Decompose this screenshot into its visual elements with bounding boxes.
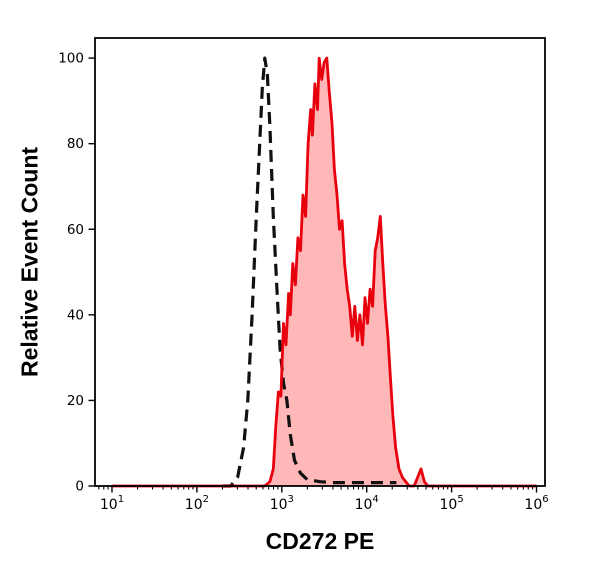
- series-group: [112, 56, 537, 488]
- y-tick-label: 40: [67, 307, 84, 323]
- y-tick-label: 0: [75, 479, 84, 495]
- plot-frame: [94, 37, 546, 487]
- x-axis-label: CD272 PE: [265, 528, 375, 554]
- y-tick-label: 20: [67, 393, 84, 409]
- x-tick-label: 106: [524, 494, 548, 513]
- stained-histogram-outline: [112, 56, 537, 488]
- x-tick-label: 104: [355, 494, 379, 513]
- x-axis-ticks: 101 102 103 104 105 106: [98, 486, 549, 513]
- x-tick-label: 105: [440, 494, 464, 513]
- y-axis-label: Relative Event Count: [16, 146, 43, 378]
- x-tick-label: 101: [100, 494, 124, 513]
- stained-histogram-fill: [112, 58, 537, 486]
- control-histogram-dashed-line: [222, 56, 397, 488]
- y-tick-label: 100: [58, 51, 84, 67]
- y-tick-label: 60: [67, 222, 84, 238]
- x-tick-label: 102: [185, 494, 209, 513]
- y-tick-label: 80: [67, 136, 84, 152]
- y-axis-ticks: 0 20 40 60 80 100: [58, 51, 95, 495]
- x-tick-label: 103: [270, 494, 294, 513]
